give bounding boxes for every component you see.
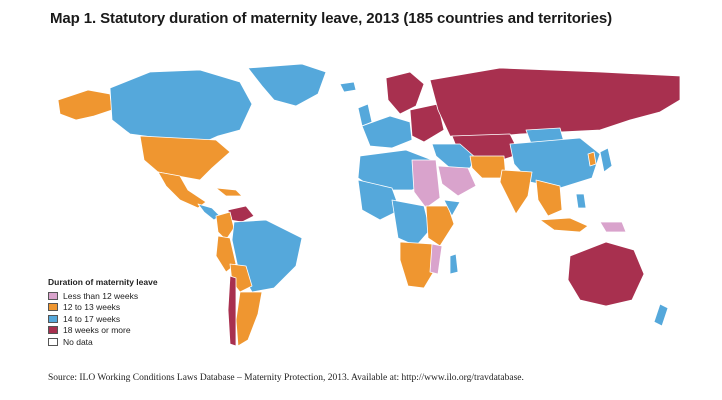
legend-label: 14 to 17 weeks	[63, 313, 121, 324]
legend-item: Less than 12 weeks	[48, 290, 158, 302]
legend-item: 18 weeks or more	[48, 325, 158, 337]
region-east-africa	[425, 205, 455, 247]
region-southeast-asia	[535, 179, 563, 217]
region-iceland	[339, 81, 357, 93]
region-china	[509, 137, 601, 189]
region-india	[499, 169, 533, 215]
region-usa	[139, 135, 231, 181]
region-horn-of-africa	[443, 199, 461, 217]
region-korea	[587, 151, 597, 167]
legend-item: 12 to 13 weeks	[48, 302, 158, 314]
legend-swatch	[48, 326, 58, 335]
legend-label: 18 weeks or more	[63, 325, 131, 336]
region-brazil	[231, 219, 303, 293]
region-papua	[599, 221, 627, 233]
region-central-africa	[391, 199, 431, 247]
legend-label: Less than 12 weeks	[63, 290, 139, 301]
region-new-zealand	[653, 303, 669, 327]
region-australia	[567, 241, 645, 307]
region-west-africa	[357, 179, 401, 221]
region-russia	[429, 67, 681, 139]
region-egypt-sudan	[411, 159, 441, 209]
region-iran-pakistan	[469, 155, 507, 179]
region-argentina	[235, 291, 263, 347]
region-indonesia	[539, 217, 589, 233]
legend-item: 14 to 17 weeks	[48, 313, 158, 325]
legend-swatch	[48, 337, 58, 346]
legend-swatch	[48, 291, 58, 300]
source-note: Source: ILO Working Conditions Laws Data…	[48, 373, 524, 383]
region-chile	[227, 275, 237, 347]
region-philippines	[575, 193, 587, 209]
region-uk	[357, 103, 373, 127]
map-legend: Duration of maternity leave Less than 12…	[48, 277, 158, 348]
legend-label: No data	[63, 336, 93, 347]
region-colombia	[215, 211, 235, 241]
region-scandinavia	[385, 71, 425, 115]
map-title: Map 1. Statutory duration of maternity l…	[50, 10, 612, 27]
legend-swatch	[48, 303, 58, 312]
region-japan	[599, 147, 613, 173]
region-saudi-arabia	[437, 165, 477, 197]
region-western-europe	[361, 115, 413, 149]
world-map	[40, 60, 690, 360]
region-greenland	[247, 63, 327, 107]
legend-label: 12 to 13 weeks	[63, 302, 121, 313]
region-mozambique	[429, 243, 443, 275]
region-eastern-europe	[409, 103, 445, 143]
region-madagascar	[449, 253, 459, 275]
legend-title: Duration of maternity leave	[48, 277, 158, 287]
region-alaska	[57, 89, 113, 121]
region-caribbean	[215, 187, 243, 197]
region-canada	[109, 69, 253, 145]
legend-item: No data	[48, 336, 158, 348]
legend-swatch	[48, 314, 58, 323]
region-middle-east	[431, 143, 477, 169]
